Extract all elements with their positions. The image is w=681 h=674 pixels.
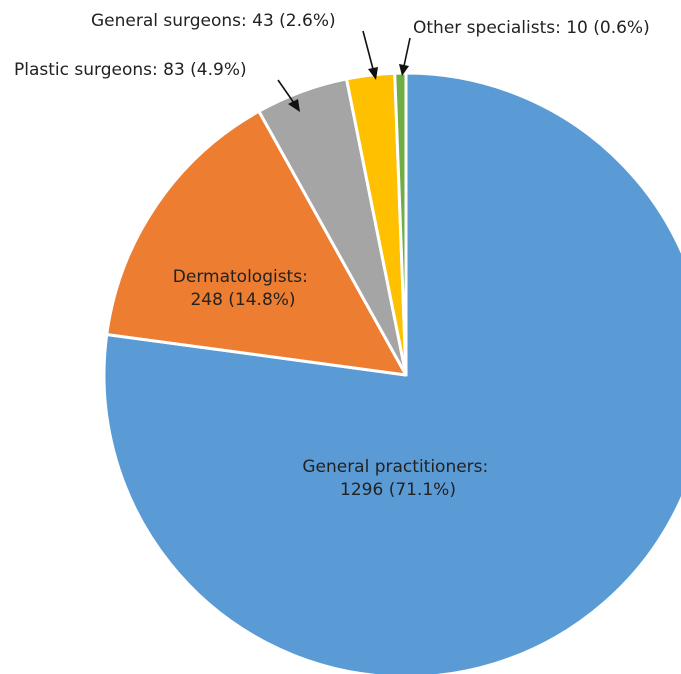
label-general-practitioners: General practitioners: 1296 (71.1%): [302, 457, 493, 500]
pie-slice-other-specialists: [393, 71, 408, 377]
leader-arrow-plastic-surgeons: [277, 79, 300, 112]
label-dermatologists-line1: Dermatologists:: [173, 267, 308, 287]
leader-arrow-general-surgeons: [362, 30, 378, 80]
pie-slice-dermatologists: [105, 109, 408, 377]
label-plastic-surgeons: Plastic surgeons: 83 (4.9%): [14, 60, 247, 80]
label-general-surgeons: General surgeons: 43 (2.6%): [91, 11, 336, 31]
label-general-practitioners-line2: 1296 (71.1%): [340, 480, 456, 500]
label-dermatologists-line2: 248 (14.8%): [190, 290, 295, 310]
leader-arrow-other-specialists: [399, 37, 411, 76]
pie-slices: [102, 71, 681, 674]
label-dermatologists: Dermatologists: 248 (14.8%): [173, 267, 313, 310]
label-general-practitioners-line1: General practitioners:: [302, 457, 488, 477]
label-other-specialists: Other specialists: 10 (0.6%): [413, 18, 650, 38]
